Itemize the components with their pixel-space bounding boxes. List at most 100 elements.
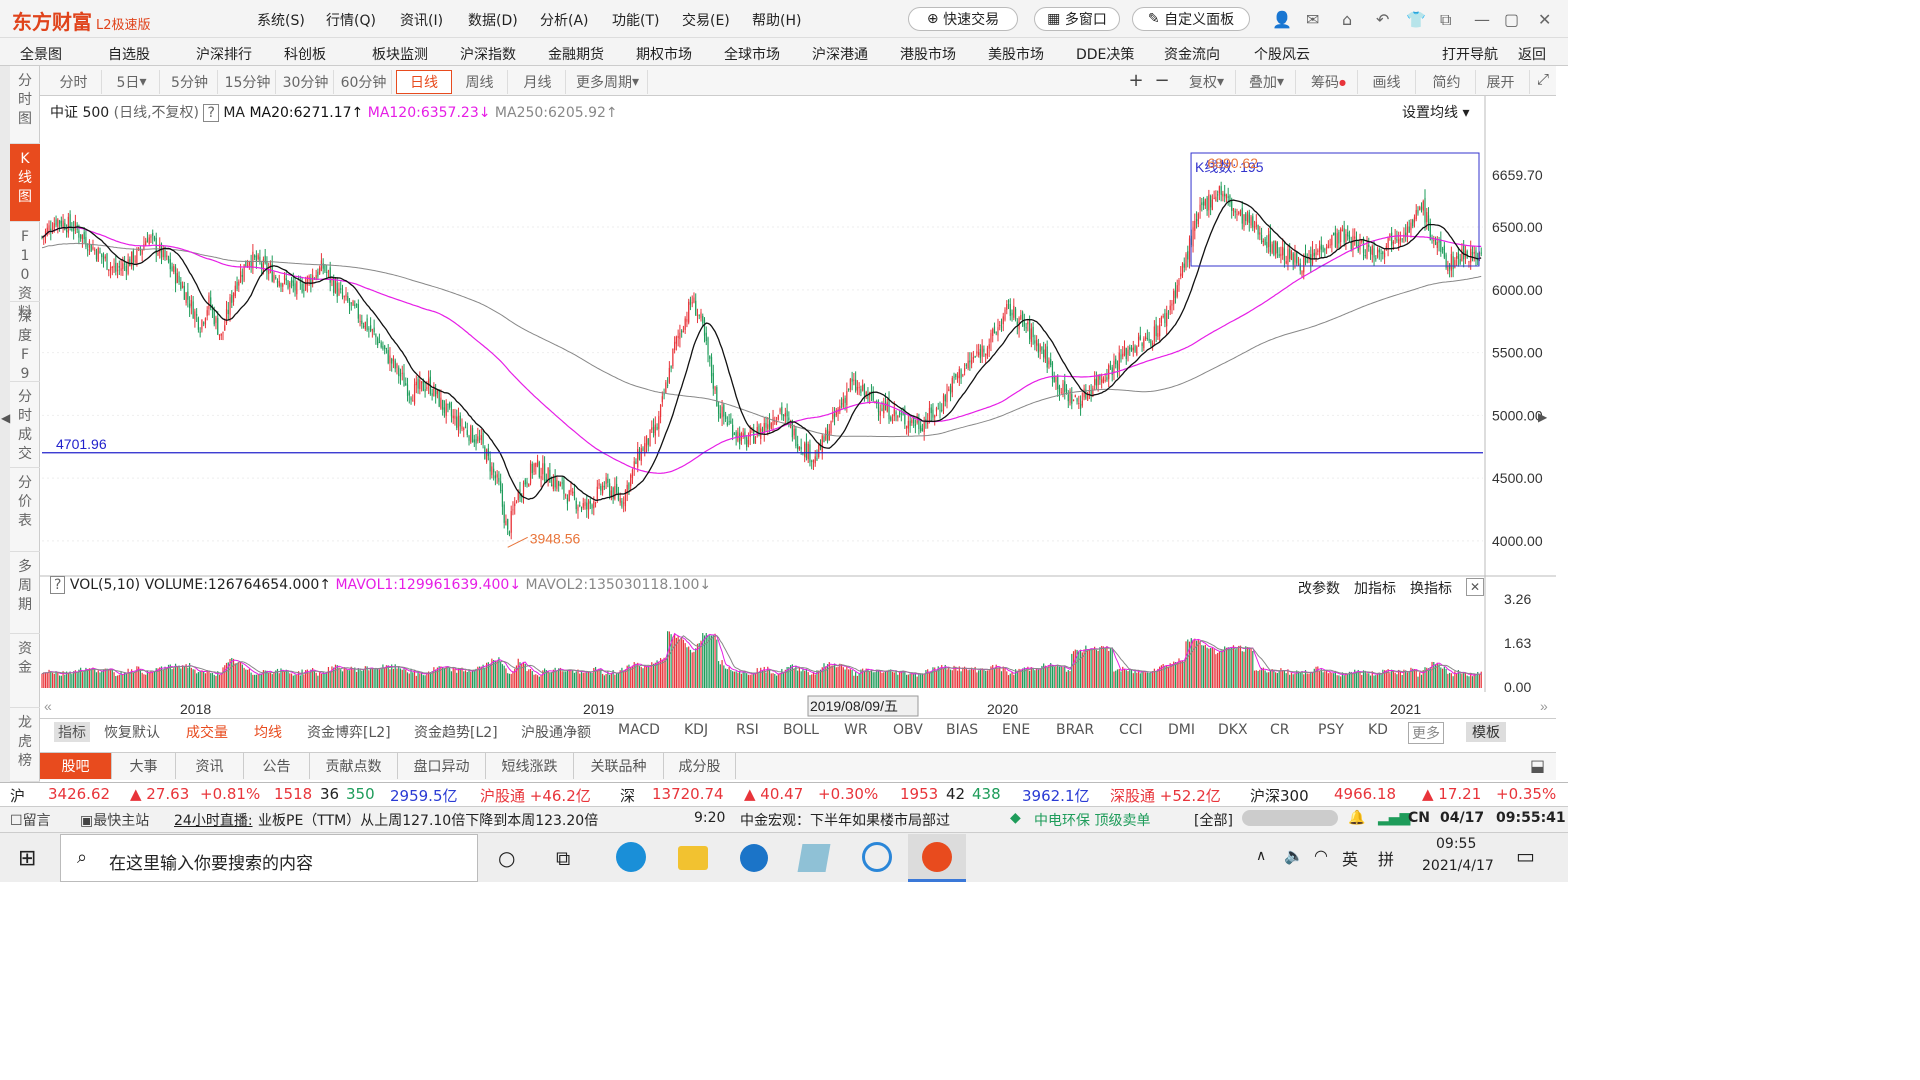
ime-mode-icon[interactable]: 拼: [1378, 850, 1395, 869]
indicator-6[interactable]: 沪股通净额: [521, 725, 591, 741]
ie-icon[interactable]: [862, 842, 892, 872]
scroll-pill[interactable]: [1242, 810, 1338, 826]
bottom-tab-3[interactable]: 公告: [244, 753, 310, 779]
period-2[interactable]: 5分钟: [162, 70, 218, 94]
left-tab-2[interactable]: F10资料: [10, 222, 40, 321]
bottom-tab-2[interactable]: 资讯: [176, 753, 244, 779]
bottom-tab-1[interactable]: 大事: [112, 753, 176, 779]
volume-icon[interactable]: 🔈: [1284, 846, 1304, 865]
ime-indicator[interactable]: 英: [1342, 850, 1359, 869]
bottom-tab-5[interactable]: 盘口异动: [398, 753, 486, 779]
indicator-15[interactable]: BRAR: [1056, 722, 1095, 738]
indicator-0[interactable]: 指标: [54, 722, 90, 742]
indicator-9[interactable]: RSI: [736, 722, 759, 738]
notification-icon[interactable]: ▭: [1516, 844, 1535, 868]
nav-item-4[interactable]: 板块监测: [372, 47, 428, 63]
bottom-tab-6[interactable]: 短线涨跌: [486, 753, 574, 779]
left-tab-4[interactable]: 分时成交: [10, 382, 40, 468]
left-tab-6[interactable]: 多周期: [10, 552, 40, 634]
indicator-7[interactable]: MACD: [618, 722, 660, 738]
menu-6[interactable]: 交易(E): [682, 13, 730, 29]
period-3[interactable]: 15分钟: [220, 70, 276, 94]
hs300-price[interactable]: 4966.18: [1334, 785, 1397, 803]
change-param-link[interactable]: 改参数: [1298, 581, 1340, 597]
indicator-13[interactable]: BIAS: [946, 722, 979, 738]
period-8[interactable]: 月线: [510, 70, 566, 94]
left-tab-1[interactable]: K线图: [10, 144, 40, 222]
taskbar-time[interactable]: 09:55: [1436, 836, 1477, 852]
indicator-16[interactable]: CCI: [1119, 722, 1143, 738]
tool-1[interactable]: 叠加 ▾: [1238, 70, 1296, 94]
left-tab-3[interactable]: 深度F9: [10, 302, 40, 382]
alert-text[interactable]: 中电环保 顶级卖单: [1034, 813, 1151, 829]
nav-item-8[interactable]: 全球市场: [724, 47, 780, 63]
indicator-21[interactable]: KD: [1368, 722, 1388, 738]
sz-connect[interactable]: 深股通 +52.2亿: [1110, 787, 1221, 805]
nav-item-1[interactable]: 自选股: [108, 47, 150, 63]
nav-item-2[interactable]: 沪深排行: [196, 47, 252, 63]
left-tab-7[interactable]: 资金: [10, 634, 40, 708]
left-tab-8[interactable]: 龙虎榜: [10, 708, 40, 782]
back-link[interactable]: 返回: [1518, 47, 1546, 63]
mail-icon[interactable]: ✉: [1306, 10, 1320, 29]
nav-item-9[interactable]: 沪深港通: [812, 47, 868, 63]
bottom-tab-0[interactable]: 股吧: [40, 753, 112, 779]
indicator-12[interactable]: OBV: [893, 722, 923, 738]
popout-icon[interactable]: ⧉: [1440, 10, 1452, 29]
collapse-left-icon[interactable]: ◀: [1, 411, 11, 425]
nav-item-6[interactable]: 金融期货: [548, 47, 604, 63]
undo-icon[interactable]: ↶: [1376, 10, 1390, 29]
app-icon-blue[interactable]: [740, 844, 768, 872]
indicator-14[interactable]: ENE: [1002, 722, 1031, 738]
bottom-tab-8[interactable]: 成分股: [664, 753, 736, 779]
quick-trade-button[interactable]: ⊕ 快速交易: [908, 7, 1018, 31]
tool-2[interactable]: 筹码 ●: [1300, 70, 1358, 94]
indicator-8[interactable]: KDJ: [684, 722, 709, 738]
indicator-4[interactable]: 资金博弈[L2]: [307, 725, 391, 741]
indicator-11[interactable]: WR: [844, 722, 868, 738]
nav-item-5[interactable]: 沪深指数: [460, 47, 516, 63]
sz-price[interactable]: 13720.74: [652, 785, 724, 803]
period-0[interactable]: 分时: [46, 70, 102, 94]
bottom-tab-4[interactable]: 贡献点数: [310, 753, 398, 779]
indicator-23[interactable]: 模板: [1466, 722, 1506, 742]
nav-item-10[interactable]: 港股市场: [900, 47, 956, 63]
tool-0[interactable]: 复权 ▾: [1178, 70, 1236, 94]
period-7[interactable]: 周线: [452, 70, 508, 94]
help-icon[interactable]: ?: [203, 104, 219, 122]
indicator-1[interactable]: 恢复默认: [104, 725, 160, 741]
period-5[interactable]: 60分钟: [336, 70, 392, 94]
edge-icon[interactable]: [616, 842, 646, 872]
menu-0[interactable]: 系统(S): [257, 13, 305, 29]
sh-connect[interactable]: 沪股通 +46.2亿: [480, 787, 591, 805]
maximize-icon[interactable]: ▢: [1504, 10, 1520, 29]
news-headline[interactable]: 中金宏观：下半年如果楼市局部过: [740, 813, 950, 829]
close-icon[interactable]: ✕: [1538, 10, 1552, 29]
indicator-22[interactable]: 更多: [1408, 722, 1444, 744]
fullscreen-icon[interactable]: ⤢: [1536, 70, 1549, 88]
menu-3[interactable]: 数据(D): [468, 13, 518, 29]
multi-window-button[interactable]: ▦ 多窗口: [1034, 7, 1120, 31]
message-link[interactable]: ☐留言: [10, 813, 51, 829]
indicator-19[interactable]: CR: [1270, 722, 1290, 738]
home-icon[interactable]: ⌂: [1342, 10, 1353, 29]
nav-item-14[interactable]: 个股风云: [1254, 47, 1310, 63]
kline-chart-area[interactable]: 4000.00 4500.00 5000.00 5500.00 6000.00 6500.…: [40, 96, 1556, 720]
nav-item-13[interactable]: 资金流向: [1164, 47, 1220, 63]
indicator-2[interactable]: 成交量: [186, 725, 228, 741]
wifi-icon[interactable]: ◠: [1314, 846, 1328, 865]
left-tab-5[interactable]: 分价表: [10, 468, 40, 552]
zoom-in-button[interactable]: +: [1128, 70, 1144, 91]
indicator-20[interactable]: PSY: [1318, 722, 1344, 738]
indicator-17[interactable]: DMI: [1168, 722, 1195, 738]
task-view-icon[interactable]: ⧉: [556, 846, 571, 870]
nav-item-7[interactable]: 期权市场: [636, 47, 692, 63]
ma-settings-dropdown[interactable]: 设置均线 ▾: [1402, 105, 1470, 121]
nav-item-0[interactable]: 全景图: [20, 47, 62, 63]
nav-item-12[interactable]: DDE决策: [1076, 47, 1135, 63]
app-icon-pad[interactable]: [797, 844, 831, 872]
taskbar-date[interactable]: 2021/4/17: [1422, 858, 1494, 874]
left-tab-0[interactable]: 分时图: [10, 66, 40, 144]
indicator-10[interactable]: BOLL: [783, 722, 819, 738]
minimize-icon[interactable]: —: [1474, 10, 1490, 29]
